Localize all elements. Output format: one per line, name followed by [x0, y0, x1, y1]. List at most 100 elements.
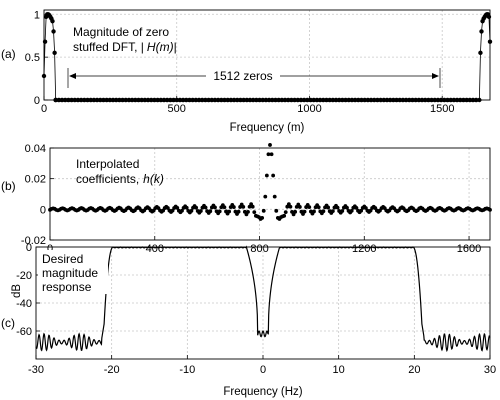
panel-a-grid — [44, 10, 490, 100]
panel-a-zero-sample-point — [225, 97, 231, 103]
panel-c-xtick-label: 30 — [484, 364, 496, 376]
panel-a-zero-sample-point — [384, 97, 390, 103]
panel-a-zero-sample-point — [292, 97, 297, 103]
panel-b-coefficient-point — [283, 210, 288, 215]
panel-b-coefficient-point — [321, 209, 326, 214]
panel-c-xtick-label: -30 — [28, 364, 44, 376]
panel-b-coefficient-point — [354, 205, 359, 210]
panel-a-zero-sample-point — [397, 97, 403, 103]
panel-b-annotation-line2: coefficients, h(k) — [76, 172, 164, 186]
panel-b-frame — [49, 147, 491, 241]
panel-b-coefficient-point — [488, 207, 492, 212]
panel-a-zero-sample-point — [123, 97, 129, 103]
panel-b-coefficient-point — [307, 205, 312, 210]
panel-a-zero-sample-point — [359, 97, 364, 103]
panel-c-grid — [36, 247, 490, 359]
panel-a-dft-sample-point — [477, 97, 482, 103]
panel-a-zero-sample-point — [419, 97, 425, 103]
zeros-bracket: 1512 zeros — [67, 68, 441, 88]
panel-a-zero-sample-point — [56, 97, 62, 103]
panel-c-annotation-desired: Desired — [42, 252, 83, 266]
panel-a-zero-sample-point — [72, 97, 78, 103]
panel-a-zero-sample-point — [327, 97, 332, 103]
panel-a-zero-sample-point — [120, 97, 125, 103]
panel-b-coefficient-point — [274, 208, 279, 213]
panel-a-zero-sample-point — [314, 97, 320, 103]
panel-c-response-line — [35, 245, 491, 353]
panel-b-coefficient-point — [252, 210, 257, 215]
panel-a-zero-sample-point — [426, 97, 431, 103]
panel-b-coefficient-point — [312, 209, 316, 214]
panel-b-coefficient-point — [260, 216, 265, 220]
panel-b-coefficient-point — [246, 209, 250, 214]
panel-a-zero-sample-point — [107, 97, 113, 103]
panel-a-zero-sample-point — [387, 97, 393, 103]
panel-a-zero-sample-point — [104, 97, 109, 103]
panel-a-zero-sample-point — [464, 97, 469, 103]
panel-a-zero-sample-point — [155, 97, 160, 103]
panel-a-zero-sample-point — [298, 97, 304, 103]
panel-a-zero-sample-point — [413, 97, 418, 103]
panel-a-xlabel: Frequency (m) — [230, 122, 305, 134]
panel-b-xtick-label: 1600 — [457, 243, 481, 255]
panel-a-zero-sample-point — [209, 97, 215, 103]
panel-a-zero-sample-point — [473, 97, 479, 103]
panel-a-zero-sample-point — [158, 97, 164, 103]
panel-b-coefficient-point — [293, 209, 298, 214]
panel-b-coefficient-point — [241, 204, 246, 209]
panel-a-zero-sample-point — [75, 97, 81, 103]
panel-a-zero-sample-point — [438, 97, 444, 103]
panel-b-coefficient-point — [184, 205, 189, 210]
panel-b-coefficient-point — [266, 152, 271, 157]
panel-c-ticks: -30 -20 -10 0 10 20 30 -60 -40 -20 0 — [16, 242, 496, 376]
panel-c-annotation-response: response — [42, 280, 92, 294]
panel-a-dft-sample-point — [42, 39, 48, 44]
panel-a-zero-sample-point — [362, 97, 367, 103]
panel-a-zero-sample-point — [101, 97, 106, 103]
panel-a-zero-sample-point — [308, 97, 313, 103]
panel-a-zero-sample-point — [406, 97, 412, 103]
panel-a-zero-sample-point — [457, 97, 463, 103]
panel-a-zero-sample-point — [336, 97, 342, 103]
panel-b-coefficient-point — [250, 204, 255, 209]
panel-b-coefficient-point — [180, 208, 184, 213]
panel-a-zero-sample-point — [340, 97, 345, 103]
panel-a-zero-sample-point — [250, 97, 256, 103]
panel-c-ytick-label: -60 — [16, 326, 32, 338]
panel-a-zero-sample-point — [136, 97, 141, 103]
panel-a-zero-sample-point — [454, 97, 460, 103]
panel-a-zero-sample-point — [82, 97, 87, 103]
panel-b-coefficient-point — [264, 173, 269, 178]
panel-a-dft-sample-point — [51, 29, 56, 34]
panel-a-zero-sample-point — [85, 97, 90, 103]
panel-a-zero-sample-point — [467, 97, 473, 103]
panel-a-zero-sample-point — [161, 97, 167, 103]
panel-c-xlabel: Frequency (Hz) — [223, 386, 302, 398]
panel-a-zero-sample-point — [91, 97, 97, 103]
panel-a-zero-sample-point — [461, 97, 466, 103]
panel-a-zero-sample-point — [365, 97, 371, 103]
panel-a-zero-sample-point — [282, 97, 288, 103]
panel-a-zero-sample-point — [352, 97, 358, 103]
panel-a-zero-sample-point — [391, 97, 396, 103]
panel-a-zero-sample-point — [53, 97, 58, 103]
panel-b-coefficient-point — [272, 194, 277, 199]
panel-a-xtick-label: 0 — [41, 103, 47, 115]
panel-b-coefficient-point — [261, 208, 266, 213]
panel-a-zero-sample-point — [69, 97, 74, 103]
panel-a-zero-sample-point — [145, 97, 151, 103]
panel-a-zero-sample-point — [276, 97, 281, 103]
panel-a-ytick-label: 1 — [34, 9, 40, 21]
panel-a-zero-sample-point — [231, 97, 237, 103]
panel-a-zero-sample-point — [244, 97, 250, 103]
panel-a-zero-sample-point — [168, 97, 173, 103]
panel-b-coefficient-point — [217, 209, 222, 214]
panel-b-xtick-label: 1200 — [352, 243, 376, 255]
panel-b-coefficient-point — [175, 206, 180, 210]
panel-a-dft-sample-point — [487, 39, 493, 44]
panel-a-zero-sample-point — [368, 97, 374, 103]
panel-b-xtick-label: 0 — [47, 243, 53, 255]
panel-a-zero-sample-point — [139, 97, 144, 103]
panel-a-zero-sample-point — [126, 97, 132, 103]
panel-a-zero-sample-point — [62, 97, 68, 103]
